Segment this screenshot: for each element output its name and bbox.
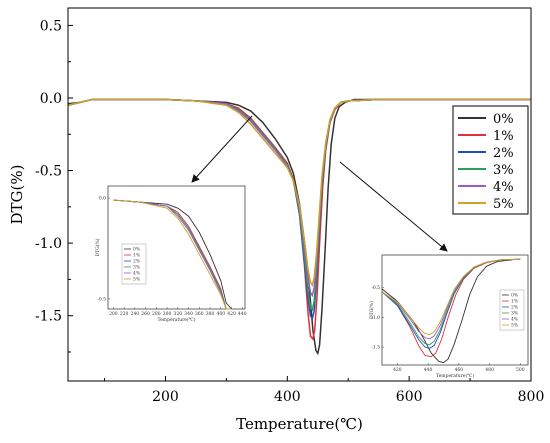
legend-label-4: 4% [493,180,514,195]
left-inset-x-tick-label-3: 260 [141,311,150,317]
left-inset-x-tick-label-0: 200 [109,311,118,317]
right-inset-x-tick-label-3: 480 [485,367,494,373]
right-inset-legend-label-1: 1% [511,299,519,305]
left-inset-series-5 [113,199,232,310]
legend-label-1: 1% [493,129,514,144]
right-inset-legend-label-5: 5% [511,323,519,329]
right-inset-y-tick-label-1: -1.0 [371,315,380,321]
left-inset-series-0 [113,199,232,310]
left-inset-x-title: Temperature(℃) [157,316,195,323]
right-inset-series-5 [381,258,521,336]
right-inset-x-tick-label-2: 460 [455,367,464,373]
left-inset-legend-label-2: 2% [133,259,141,265]
y-tick-label-0: 0.5 [40,18,62,34]
right-inset-legend-box [499,289,525,331]
left-inset-x-tick-label-1: 220 [120,311,129,317]
right-inset: 420 440 460 480 500 -0.5 -1.0 -1.5 Temperature(℃… [368,254,529,379]
y-tick-label-1: 0.0 [40,91,62,107]
right-inset-x-title: Temperature(℃) [436,372,474,379]
left-inset-legend-label-0: 0% [133,247,141,253]
y-tick-label-3: -1.0 [35,236,62,252]
left-inset-x-tick-label-4: 280 [152,311,161,317]
x-axis-title: Temperature(℃) [236,415,363,433]
left-inset-legend-label-5: 5% [133,277,141,283]
series-layer [67,98,531,356]
right-inset-y-tick-label-2: -1.5 [371,345,380,351]
y-tick-label-4: -1.5 [35,309,62,325]
left-inset-x-tick-label-6: 320 [174,311,183,317]
right-inset-legend-label-3: 3% [511,311,519,317]
left-inset-x-tick-label-12: 440 [238,311,247,317]
left-inset-legend-label-3: 3% [133,265,141,271]
right-inset-legend-label-0: 0% [511,293,519,299]
right-zoom-arrow [339,161,448,252]
left-zoom-arrow [191,115,253,183]
right-inset-x-tick-label-4: 500 [516,367,525,373]
series-line-5 [67,98,531,288]
left-inset-x-tick-label-11: 420 [227,311,236,317]
x-tick-label-3: 800 [518,389,545,405]
left-inset-x-tick-label-9: 380 [206,311,215,317]
legend-label-3: 3% [493,163,514,178]
legend-label-0: 0% [493,112,514,127]
left-inset-y-title: DTG(%) [94,238,101,256]
legend-label-5: 5% [493,197,514,212]
right-inset-legend-label-2: 2% [511,305,519,311]
right-inset-x-tick-label-0: 420 [393,367,402,373]
right-inset-x-tick-label-1: 440 [424,367,433,373]
left-inset: 200 220 240 260 280 300 320 340 360 380 400 420 440 0… [94,185,247,323]
y-tick-label-2: -0.5 [35,164,62,180]
right-inset-y-tick-label-0: -0.5 [371,285,380,291]
axis-ticks: 200 400 600 800 0.5 0.0 -0.5 -1.0 -1.5 [35,18,544,405]
legend-box [452,105,529,215]
left-inset-x-tick-label-2: 240 [131,311,140,317]
left-inset-x-tick-label-10: 400 [217,311,226,317]
right-inset-series-0 [381,259,513,364]
x-tick-label-2: 600 [396,389,423,405]
x-tick-label-0: 200 [152,389,179,405]
left-inset-series-4 [113,199,227,310]
left-inset-legend-label-4: 4% [133,271,141,277]
left-inset-legend-label-1: 1% [133,253,141,259]
left-inset-x-tick-label-7: 340 [184,311,193,317]
legend: 0% 1% 2% 3% 4% 5% [452,105,529,215]
right-inset-series-1 [381,258,521,358]
right-inset-legend-label-4: 4% [511,317,519,323]
y-axis-title: DTG(%) [8,165,26,225]
left-inset-x-tick-label-8: 360 [195,311,204,317]
right-inset-y-title: DTG(%) [368,301,375,319]
plot-frame [67,7,532,382]
zoom-arrows [191,115,448,252]
left-inset-y-tick-label-1: -0.5 [97,296,106,302]
left-inset-x-tick-label-5: 300 [163,311,172,317]
legend-label-2: 2% [493,146,514,161]
left-inset-y-tick-label-0: 0.0 [99,196,106,202]
x-tick-label-1: 400 [274,389,301,405]
left-inset-legend-box [121,243,147,285]
